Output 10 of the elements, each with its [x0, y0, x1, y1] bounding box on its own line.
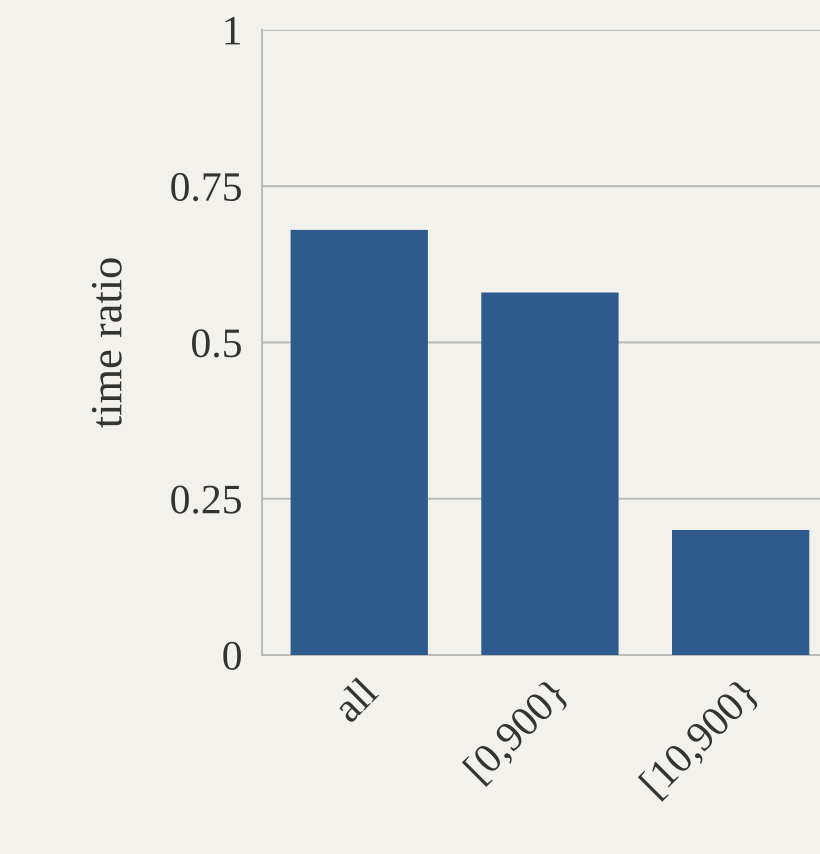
bar	[290, 230, 428, 656]
y-tick-label: 0.75	[171, 172, 241, 202]
x-tick-label: all	[330, 675, 380, 724]
y-tick-label: 0.5	[192, 329, 241, 358]
y-tick-label: 1	[225, 16, 240, 44]
y-axis-title: time ratio	[92, 258, 122, 428]
y-tick-label: 0	[223, 642, 241, 670]
bar	[672, 530, 810, 656]
y-tick-label: 0.25	[171, 485, 241, 514]
bar	[481, 292, 619, 656]
